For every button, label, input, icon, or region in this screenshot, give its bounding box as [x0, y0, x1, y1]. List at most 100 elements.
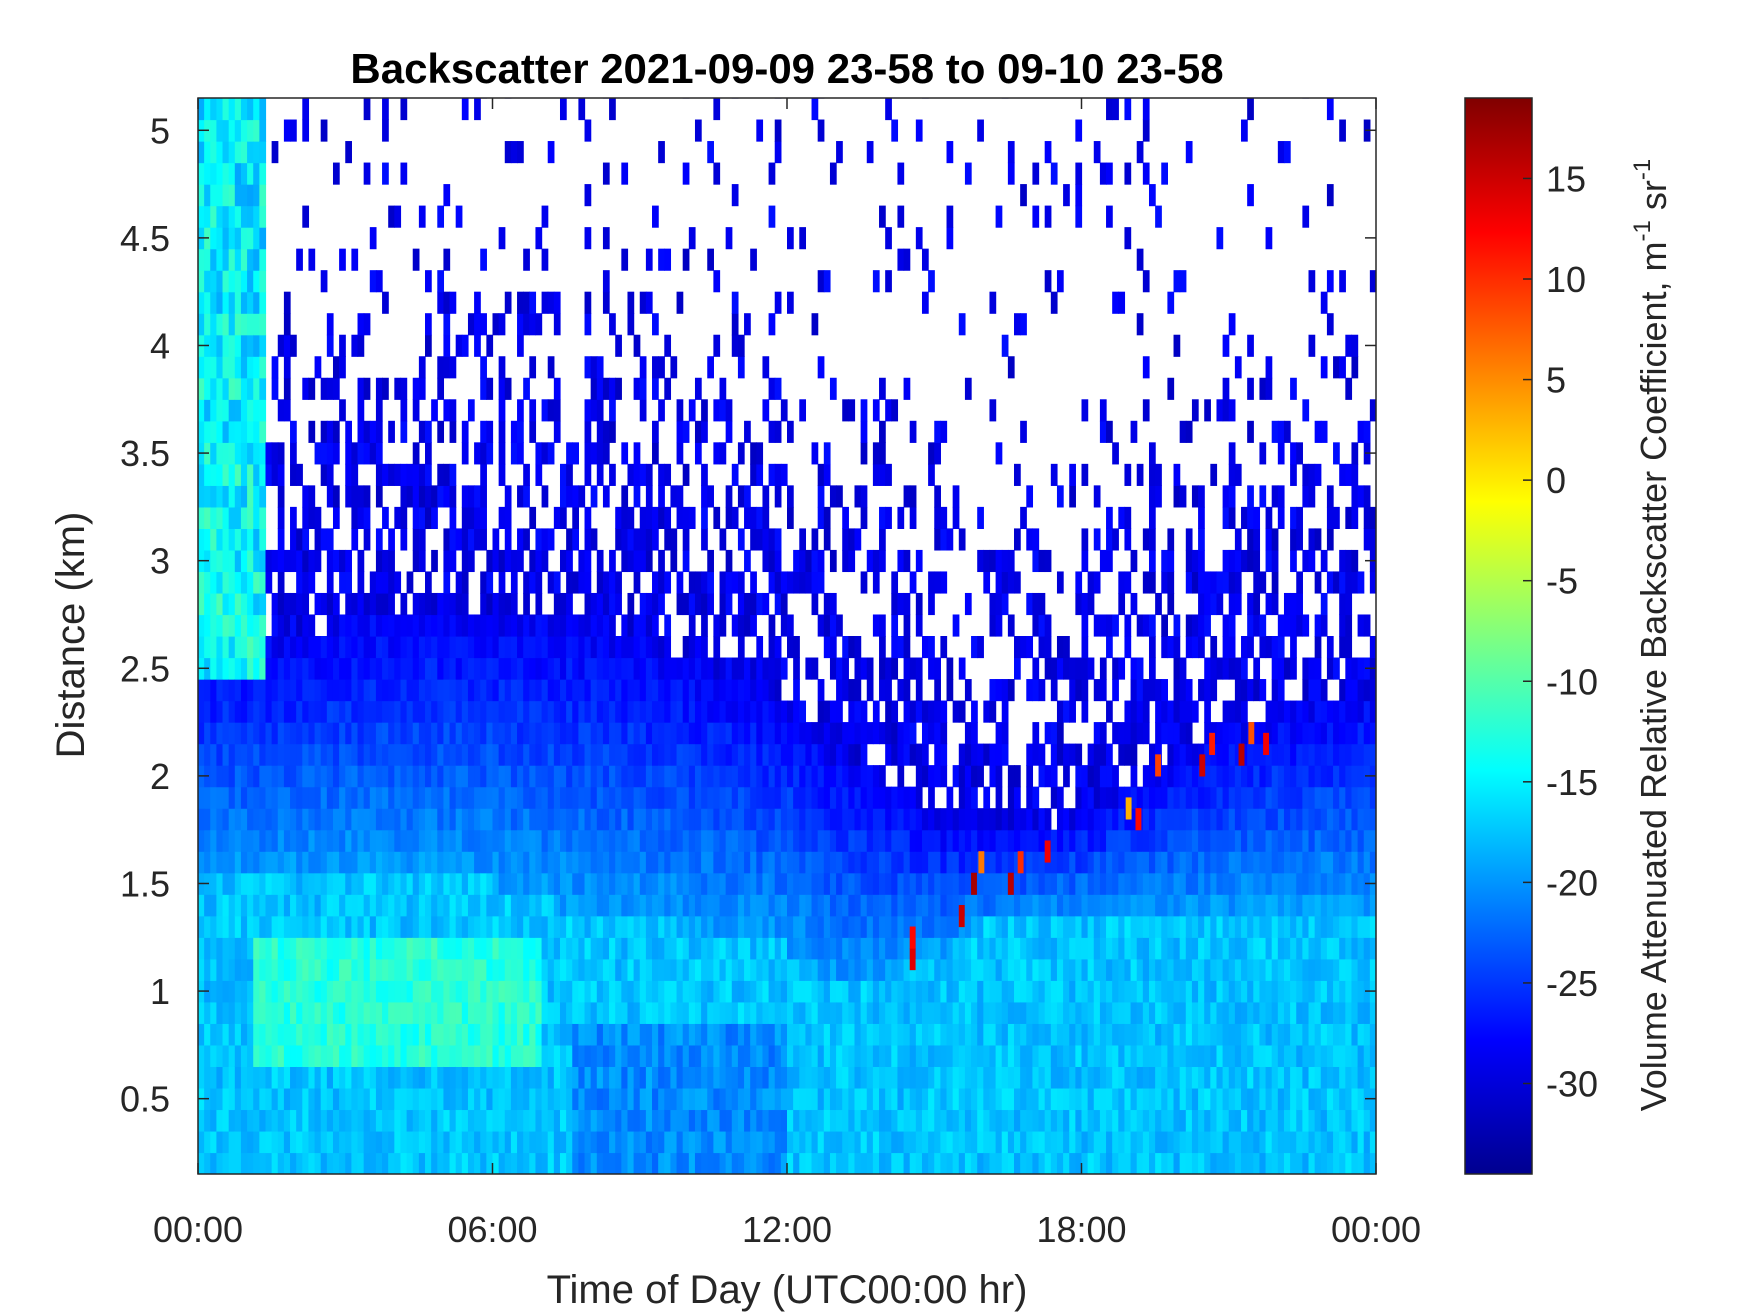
heatmap-cell [234, 485, 242, 508]
heatmap-cell [928, 915, 935, 938]
heatmap-cell [707, 1109, 714, 1132]
heatmap-cell [1130, 1023, 1138, 1046]
heatmap-cell [879, 851, 886, 874]
heatmap-cell [204, 829, 211, 852]
heatmap-cell [474, 528, 481, 551]
heatmap-cell [345, 743, 352, 766]
heatmap-cell [621, 1087, 629, 1111]
heatmap-cell [866, 765, 874, 788]
heatmap-cell [247, 915, 254, 938]
heatmap-cell [737, 1023, 745, 1046]
heatmap-cell [228, 829, 236, 852]
heatmap-cell [645, 808, 653, 831]
heatmap-cell [253, 248, 260, 271]
heatmap-cell [240, 227, 248, 250]
heatmap-cell [707, 829, 714, 852]
heatmap-cell [952, 1044, 960, 1067]
heatmap-cell [523, 1109, 530, 1132]
heatmap-cell [762, 1001, 770, 1024]
heatmap-cell [639, 377, 647, 400]
heatmap-cell [1142, 765, 1150, 788]
heatmap-cell [443, 614, 451, 637]
heatmap-cell [412, 808, 420, 831]
heatmap-cell [535, 937, 543, 960]
heatmap-cell [1087, 592, 1095, 616]
heatmap-cell [498, 420, 506, 443]
heatmap-cell [382, 679, 389, 702]
heatmap-cell [1081, 1001, 1089, 1024]
heatmap-cell [774, 808, 782, 831]
heatmap-cell [707, 549, 714, 573]
heatmap-cell [805, 872, 813, 895]
heatmap-cell [1038, 915, 1046, 938]
heatmap-cell [1020, 1023, 1027, 1046]
heatmap-cell [971, 722, 978, 745]
heatmap-cell [308, 958, 316, 981]
heatmap-cell [259, 894, 267, 917]
heatmap-cell [326, 1044, 334, 1067]
heatmap-cell [339, 915, 346, 938]
heatmap-cell [836, 1044, 843, 1067]
heatmap-cell [731, 1130, 739, 1154]
heatmap-cell [897, 1152, 905, 1174]
heatmap-cell [971, 851, 978, 874]
heatmap-cell [817, 356, 825, 379]
heatmap-cell [480, 1109, 487, 1132]
heatmap-cell [799, 227, 807, 250]
heatmap-cell [609, 571, 616, 594]
heatmap-cell [510, 743, 518, 766]
heatmap-cell [222, 227, 230, 250]
heatmap-cell [989, 1109, 997, 1132]
heatmap-cell [995, 1023, 1003, 1046]
heatmap-cell [989, 614, 997, 637]
heatmap-cell [198, 356, 205, 379]
heatmap-cell [431, 485, 438, 508]
heatmap-cell [510, 614, 518, 637]
heatmap-cell [885, 915, 892, 938]
heatmap-cell [645, 485, 653, 508]
heatmap-cell [1001, 592, 1009, 616]
heatmap-cell [455, 937, 463, 960]
heatmap-cell [320, 377, 328, 400]
heatmap-cell [198, 958, 205, 981]
heatmap-cell [204, 162, 211, 185]
heatmap-cell [553, 1001, 561, 1024]
heatmap-cell [701, 700, 708, 723]
heatmap-cell [872, 270, 880, 293]
heatmap-cell [425, 636, 432, 659]
heatmap-cell [915, 657, 923, 680]
heatmap-cell [498, 1066, 506, 1089]
heatmap-cell [596, 1044, 604, 1067]
heatmap-cell [780, 463, 788, 486]
heatmap-cell [731, 1152, 739, 1174]
heatmap-cell [443, 679, 451, 702]
heatmap-cell [842, 894, 849, 917]
heatmap-cell [670, 700, 678, 723]
heatmap-cell [860, 1023, 868, 1046]
heatmap-cell [559, 980, 567, 1003]
heatmap-cell [774, 1023, 782, 1046]
heatmap-cell [541, 1087, 549, 1111]
heatmap-cell [602, 162, 610, 185]
heatmap-cell [228, 270, 236, 293]
heatmap-cell [559, 1087, 567, 1111]
heatmap-cell [210, 851, 218, 874]
heatmap-cell [210, 765, 218, 788]
heatmap-cell [995, 786, 1003, 809]
heatmap-cell [621, 829, 629, 852]
heatmap-cell [283, 872, 291, 895]
heatmap-cell [1136, 1109, 1144, 1132]
heatmap-cell [1124, 743, 1132, 766]
heatmap-cell [1007, 549, 1015, 573]
heatmap-cell [375, 937, 383, 960]
heatmap-cell [701, 1152, 708, 1174]
heatmap-cell [768, 636, 776, 659]
heatmap-cell [1099, 1087, 1107, 1111]
heatmap-cell [602, 1087, 610, 1111]
heatmap-cell [339, 356, 346, 379]
heatmap-cell [1007, 1044, 1015, 1067]
heatmap-cell [658, 1001, 665, 1024]
heatmap-cell [866, 786, 874, 809]
heatmap-cell [694, 1001, 702, 1024]
heatmap-cell [940, 1109, 948, 1132]
